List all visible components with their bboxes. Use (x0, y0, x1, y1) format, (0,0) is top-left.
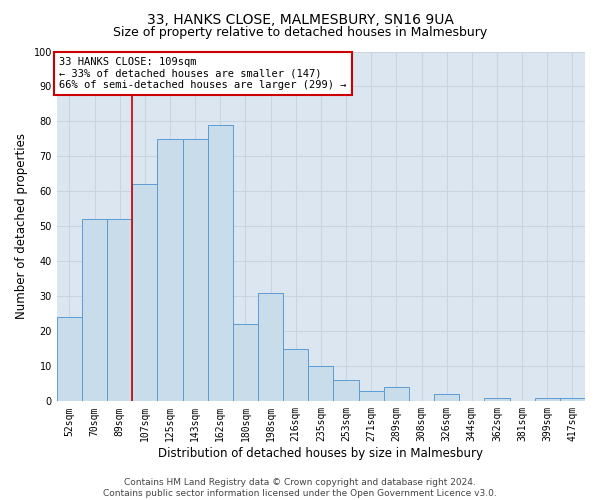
Text: Contains HM Land Registry data © Crown copyright and database right 2024.
Contai: Contains HM Land Registry data © Crown c… (103, 478, 497, 498)
Bar (359, 391, 384, 402)
Bar (233, 324, 258, 402)
X-axis label: Distribution of detached houses by size in Malmesbury: Distribution of detached houses by size … (158, 447, 484, 460)
Bar (434, 394, 459, 402)
Bar (182, 139, 208, 402)
Bar (560, 398, 585, 402)
Bar (57, 318, 82, 402)
Y-axis label: Number of detached properties: Number of detached properties (15, 134, 28, 320)
Bar (334, 380, 359, 402)
Bar (258, 293, 283, 402)
Bar (208, 125, 233, 402)
Text: 33 HANKS CLOSE: 109sqm
← 33% of detached houses are smaller (147)
66% of semi-de: 33 HANKS CLOSE: 109sqm ← 33% of detached… (59, 56, 347, 90)
Bar (283, 349, 308, 402)
Bar (535, 398, 560, 402)
Bar (384, 388, 409, 402)
Bar (107, 220, 132, 402)
Bar (308, 366, 334, 402)
Bar (132, 184, 157, 402)
Text: 33, HANKS CLOSE, MALMESBURY, SN16 9UA: 33, HANKS CLOSE, MALMESBURY, SN16 9UA (146, 12, 454, 26)
Bar (484, 398, 509, 402)
Bar (157, 139, 182, 402)
Text: Size of property relative to detached houses in Malmesbury: Size of property relative to detached ho… (113, 26, 487, 39)
Bar (82, 220, 107, 402)
